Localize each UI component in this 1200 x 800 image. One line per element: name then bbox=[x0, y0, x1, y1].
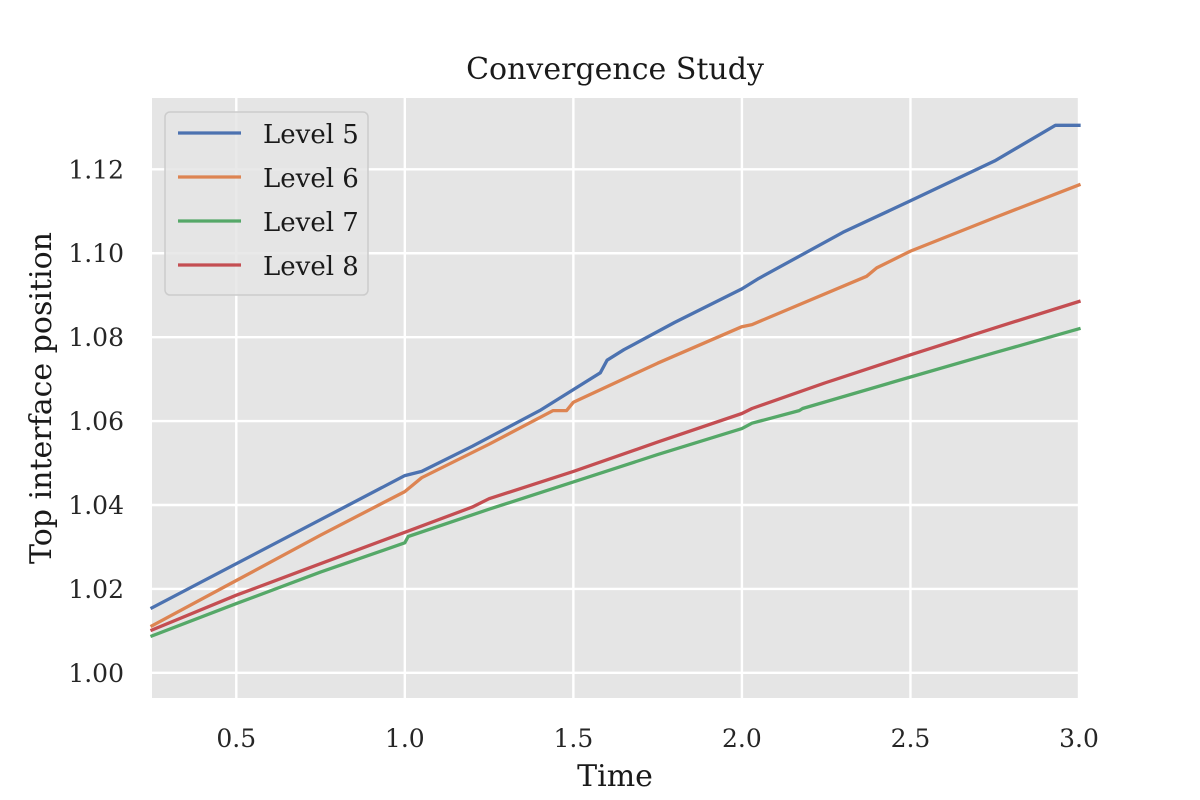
y-tick-label: 1.00 bbox=[68, 659, 124, 688]
x-tick-label: 1.5 bbox=[553, 724, 593, 753]
legend-label: Level 8 bbox=[263, 252, 359, 282]
y-tick-label: 1.10 bbox=[68, 239, 124, 268]
series-line-level-6 bbox=[149, 182, 1082, 629]
legend: Level 5 Level 6 Level 7 Level 8 bbox=[164, 111, 369, 296]
y-axis-ticks: 1.00 1.02 1.04 1.06 1.08 1.10 1.12 bbox=[68, 155, 124, 687]
x-tick-label: 2.0 bbox=[722, 724, 762, 753]
legend-label: Level 6 bbox=[263, 164, 359, 194]
y-tick-label: 1.08 bbox=[68, 323, 124, 352]
series-lines bbox=[149, 123, 1082, 639]
x-tick-label: 1.0 bbox=[385, 724, 425, 753]
legend-box bbox=[164, 111, 369, 296]
series-line-level-8 bbox=[149, 299, 1082, 633]
legend-label: Level 7 bbox=[263, 208, 359, 238]
series-line-level-5 bbox=[149, 123, 1081, 611]
x-axis-ticks: 0.5 1.0 1.5 2.0 2.5 3.0 bbox=[216, 724, 1098, 753]
y-tick-label: 1.04 bbox=[68, 491, 124, 520]
grid-lines bbox=[152, 98, 1081, 698]
chart-title: Convergence Study bbox=[466, 52, 764, 87]
y-tick-label: 1.02 bbox=[68, 575, 124, 604]
series-line-level-7 bbox=[149, 326, 1082, 639]
y-tick-label: 1.12 bbox=[68, 155, 124, 184]
x-axis-label: Time bbox=[577, 759, 653, 794]
x-tick-label: 0.5 bbox=[216, 724, 256, 753]
legend-label: Level 5 bbox=[263, 120, 359, 150]
x-tick-label: 3.0 bbox=[1059, 724, 1099, 753]
y-axis-label: Top interface position bbox=[24, 232, 59, 564]
x-tick-label: 2.5 bbox=[891, 724, 931, 753]
y-tick-label: 1.06 bbox=[68, 407, 124, 436]
